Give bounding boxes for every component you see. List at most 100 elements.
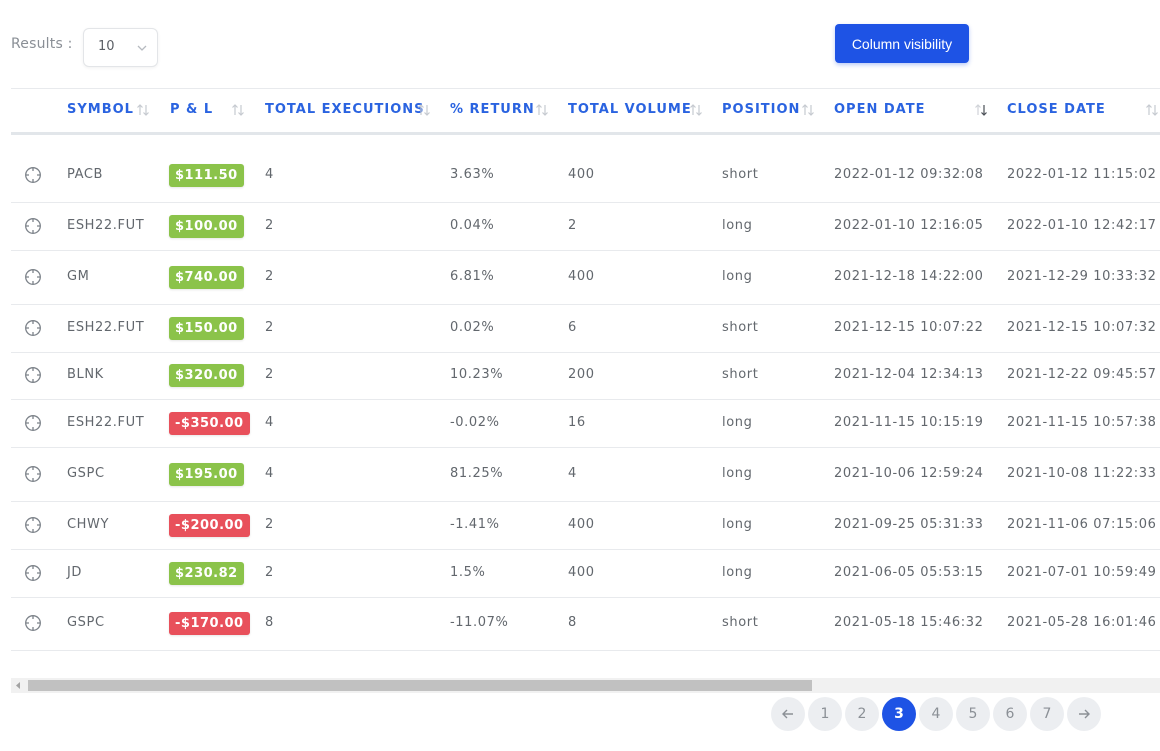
cell-position: long [722, 218, 753, 233]
page-button-3[interactable]: 3 [882, 697, 916, 731]
column-header-total-executions[interactable]: TOTAL EXECUTIONS [265, 102, 425, 117]
cell-volume: 400 [568, 269, 595, 284]
cell-close: 2022-01-12 11:15:02 [1007, 167, 1157, 182]
pnl-badge: $100.00 [169, 215, 244, 238]
crosshair-icon[interactable] [24, 614, 42, 632]
cell-return: -11.07% [450, 615, 509, 630]
pnl-badge: $230.82 [169, 562, 244, 585]
crosshair-icon[interactable] [24, 319, 42, 337]
cell-position: short [722, 320, 759, 335]
cell-open: 2022-01-10 12:16:05 [834, 218, 984, 233]
page-button-1[interactable]: 1 [808, 697, 842, 731]
crosshair-icon[interactable] [24, 166, 42, 184]
cell-return: 0.02% [450, 320, 495, 335]
column-header-close-date[interactable]: CLOSE DATE [1007, 102, 1106, 117]
cell-volume: 8 [568, 615, 577, 630]
row-divider [11, 352, 1160, 353]
sort-icon[interactable] [417, 102, 431, 118]
page-button-4[interactable]: 4 [919, 697, 953, 731]
cell-close: 2021-07-01 10:59:49 [1007, 565, 1157, 580]
cell-executions: 8 [265, 615, 274, 630]
cell-executions: 2 [265, 320, 274, 335]
crosshair-icon[interactable] [24, 516, 42, 534]
sort-icon[interactable] [801, 102, 815, 118]
page-button-5[interactable]: 5 [956, 697, 990, 731]
cell-volume: 2 [568, 218, 577, 233]
cell-close: 2021-12-15 10:07:32 [1007, 320, 1157, 335]
pnl-badge: -$350.00 [169, 412, 250, 435]
crosshair-icon[interactable] [24, 564, 42, 582]
cell-return: 1.5% [450, 565, 486, 580]
sort-icon[interactable] [689, 102, 703, 118]
cell-volume: 200 [568, 367, 595, 382]
column-header-return[interactable]: % RETURN [450, 102, 535, 117]
cell-return: -0.02% [450, 415, 500, 430]
cell-volume: 4 [568, 466, 577, 481]
sort-icon[interactable] [535, 102, 549, 118]
column-header-total-volume[interactable]: TOTAL VOLUME [568, 102, 692, 117]
cell-executions: 2 [265, 517, 274, 532]
cell-close: 2021-12-29 10:33:32 [1007, 269, 1157, 284]
cell-executions: 4 [265, 415, 274, 430]
cell-open: 2021-10-06 12:59:24 [834, 466, 984, 481]
cell-open: 2021-11-15 10:15:19 [834, 415, 984, 430]
pnl-badge: $111.50 [169, 164, 244, 187]
cell-close: 2021-10-08 11:22:33 [1007, 466, 1157, 481]
column-header-p-l[interactable]: P & L [170, 102, 214, 117]
arrow-right-icon [1079, 709, 1090, 719]
crosshair-icon[interactable] [24, 465, 42, 483]
cell-symbol: CHWY [67, 517, 110, 532]
crosshair-icon[interactable] [24, 366, 42, 384]
row-divider [11, 250, 1160, 251]
sort-icon[interactable] [231, 102, 245, 118]
column-visibility-button[interactable]: Column visibility [835, 24, 969, 63]
pagination-next-button[interactable] [1067, 697, 1101, 731]
cell-executions: 2 [265, 218, 274, 233]
cell-return: 81.25% [450, 466, 504, 481]
pnl-badge: $195.00 [169, 463, 244, 486]
cell-return: 0.04% [450, 218, 495, 233]
cell-open: 2022-01-12 09:32:08 [834, 167, 984, 182]
cell-position: long [722, 415, 753, 430]
scroll-left-icon[interactable] [14, 681, 22, 690]
cell-volume: 400 [568, 565, 595, 580]
page-button-2[interactable]: 2 [845, 697, 879, 731]
column-header-symbol[interactable]: SYMBOL [67, 102, 134, 117]
scrollbar-thumb[interactable] [28, 680, 812, 691]
pnl-badge: $320.00 [169, 364, 244, 387]
cell-close: 2022-01-10 12:42:17 [1007, 218, 1157, 233]
row-divider [11, 650, 1160, 651]
page-size-select[interactable]: 10 [83, 28, 158, 67]
row-divider [11, 549, 1160, 550]
cell-volume: 16 [568, 415, 586, 430]
cell-position: short [722, 367, 759, 382]
cell-open: 2021-12-04 12:34:13 [834, 367, 984, 382]
column-header-open-date[interactable]: OPEN DATE [834, 102, 926, 117]
row-divider [11, 399, 1160, 400]
page-button-6[interactable]: 6 [993, 697, 1027, 731]
chevron-down-icon [137, 45, 147, 51]
cell-position: long [722, 269, 753, 284]
cell-return: -1.41% [450, 517, 500, 532]
cell-symbol: BLNK [67, 367, 104, 382]
crosshair-icon[interactable] [24, 414, 42, 432]
sort-icon[interactable] [1145, 102, 1159, 118]
sort-descending-icon[interactable] [974, 102, 988, 118]
column-header-position[interactable]: POSITION [722, 102, 801, 117]
pagination-prev-button[interactable] [771, 697, 805, 731]
row-divider [11, 501, 1160, 502]
pnl-badge: $150.00 [169, 317, 244, 340]
cell-open: 2021-12-18 14:22:00 [834, 269, 984, 284]
row-divider [11, 202, 1160, 203]
sort-icon[interactable] [136, 102, 150, 118]
cell-position: long [722, 517, 753, 532]
cell-executions: 4 [265, 466, 274, 481]
cell-close: 2021-11-06 07:15:06 [1007, 517, 1157, 532]
cell-open: 2021-06-05 05:53:15 [834, 565, 984, 580]
crosshair-icon[interactable] [24, 217, 42, 235]
cell-symbol: PACB [67, 167, 104, 182]
crosshair-icon[interactable] [24, 268, 42, 286]
cell-symbol: GSPC [67, 466, 105, 481]
page-button-7[interactable]: 7 [1030, 697, 1064, 731]
cell-executions: 2 [265, 367, 274, 382]
